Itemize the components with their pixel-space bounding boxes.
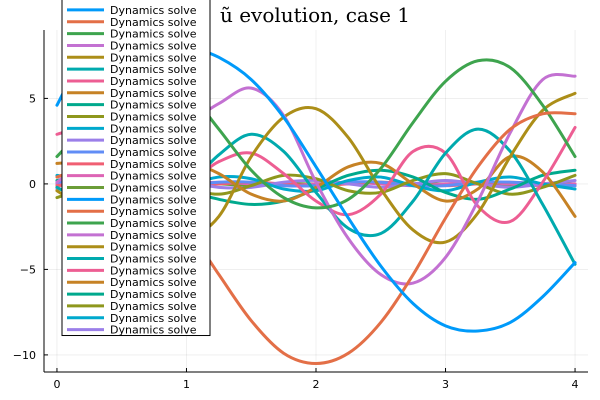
legend-label: Dynamics solve [110,99,197,112]
x-tick-label: 3 [442,378,449,391]
legend-label: Dynamics solve [110,158,197,171]
legend-label: Dynamics solve [110,312,197,325]
legend-label: Dynamics solve [110,110,197,123]
legend-label: Dynamics solve [110,182,197,195]
legend-label: Dynamics solve [110,193,197,206]
legend-label: Dynamics solve [110,241,197,254]
x-tick-label: 1 [183,378,190,391]
legend-label: Dynamics solve [110,229,197,242]
chart-title: ũ evolution, case 1 [220,3,410,27]
legend-label: Dynamics solve [110,217,197,230]
legend-label: Dynamics solve [110,87,197,100]
x-tick-label: 2 [313,378,320,391]
y-tick-label: −10 [13,349,36,362]
legend-label: Dynamics solve [110,63,197,76]
axes: 0 1 2 3 4 −10 −5 0 5 [13,30,588,391]
legend-label: Dynamics solve [110,39,197,52]
legend-label: Dynamics solve [110,276,197,289]
y-tick-label: 5 [29,92,36,105]
legend-label: Dynamics solve [110,253,197,266]
legend-label: Dynamics solve [110,28,197,41]
x-tick-label: 0 [53,378,60,391]
legend-label: Dynamics solve [110,300,197,313]
legend-label: Dynamics solve [110,51,197,64]
legend-label: Dynamics solve [110,288,197,301]
x-tick-label: 4 [572,378,579,391]
legend-label: Dynamics solve [110,4,197,17]
legend-label: Dynamics solve [110,146,197,159]
legend-label: Dynamics solve [110,122,197,135]
legend-label: Dynamics solve [110,75,197,88]
legend-label: Dynamics solve [110,170,197,183]
legend-label: Dynamics solve [110,324,197,337]
legend-label: Dynamics solve [110,264,197,277]
legend-label: Dynamics solve [110,134,197,147]
y-tick-label: 0 [29,178,36,191]
legend-label: Dynamics solve [110,16,197,29]
legend-label: Dynamics solve [110,205,197,218]
y-tick-label: −5 [20,263,36,276]
